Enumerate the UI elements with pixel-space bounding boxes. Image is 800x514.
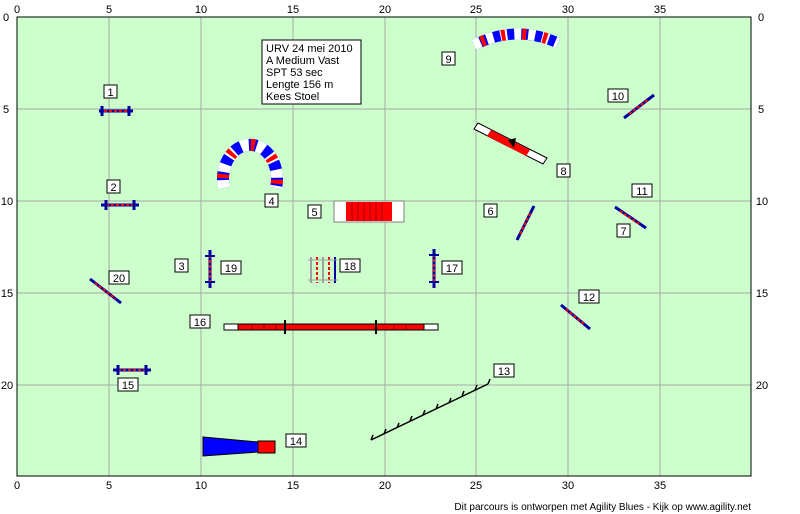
obstacle-12-jump [560,303,591,331]
obstacle-20-jump [89,277,122,305]
y-tick-label: 10 [756,196,768,208]
y-axis-right: 0 5 10 15 20 [756,12,768,392]
number-label-17: 17 [441,260,463,275]
obstacle-10-jump [623,93,655,120]
obstacle-6-jump [515,205,536,241]
x-tick-label: 15 [287,480,299,492]
svg-text:10: 10 [612,91,624,103]
svg-text:13: 13 [498,366,510,378]
number-label-3: 3 [174,258,189,273]
x-tick-label: 30 [562,4,574,16]
number-label-9: 9 [441,51,456,66]
svg-text:1: 1 [107,87,113,99]
x-tick-label: 5 [106,4,112,16]
info-line-judge: Kees Stoel [266,91,319,103]
svg-text:12: 12 [583,292,595,304]
svg-text:9: 9 [445,54,451,66]
number-label-4: 4 [264,193,279,208]
x-tick-label: 35 [654,480,666,492]
obstacle-number-labels: 1 2 3 4 5 6 7 8 9 10 11 12 13 14 15 16 1… [103,51,653,448]
svg-text:16: 16 [194,317,206,329]
svg-text:15: 15 [122,380,134,392]
number-label-2: 2 [106,179,121,194]
svg-text:3: 3 [178,261,184,273]
x-tick-label: 20 [379,480,391,492]
x-tick-label: 5 [106,480,112,492]
svg-text:5: 5 [311,207,317,219]
x-tick-label: 35 [654,4,666,16]
svg-text:19: 19 [225,263,237,275]
number-label-10: 10 [607,88,629,103]
x-tick-label: 10 [195,4,207,16]
y-tick-label: 5 [3,104,9,116]
svg-text:18: 18 [344,261,356,273]
obstacle-16-dogwalk [223,320,439,334]
course-info-box: URV 24 mei 2010 A Medium Vast SPT 53 sec… [261,39,362,105]
field-background [16,16,752,477]
y-tick-label: 20 [1,380,13,392]
obstacle-19-jump [205,250,215,288]
obstacle-17-jump [429,249,439,288]
obstacle-14-chute [202,436,276,457]
y-tick-label: 20 [756,380,768,392]
x-tick-label: 0 [14,480,20,492]
obstacle-9-curved-tunnel [471,28,561,50]
y-tick-label: 0 [758,12,764,24]
number-label-7: 7 [616,223,631,238]
y-tick-label: 15 [1,288,13,300]
y-tick-label: 0 [3,12,9,24]
y-tick-label: 5 [758,104,764,116]
obstacle-5-long-jump [333,200,405,223]
info-line-length: Lengte 156 m [266,79,333,91]
svg-text:11: 11 [636,186,647,198]
obstacle-18-spread-jump [308,257,338,283]
obstacle-8-seesaw [473,122,548,165]
number-label-12: 12 [578,289,600,304]
svg-text:14: 14 [290,436,302,448]
number-label-8: 8 [556,163,571,178]
x-tick-label: 0 [14,4,20,16]
x-tick-label: 25 [470,4,482,16]
number-label-13: 13 [493,363,515,378]
info-line-class: A Medium Vast [266,55,339,67]
info-line-event: URV 24 mei 2010 [266,43,353,55]
x-tick-label: 20 [379,4,391,16]
svg-text:8: 8 [560,166,566,178]
obstacle-1-jump [99,106,133,116]
number-label-11: 11 [631,183,653,198]
number-label-15: 15 [117,377,139,392]
y-tick-label: 15 [756,288,768,300]
number-label-20: 20 [108,270,130,285]
obstacle-4-curved-tunnel [217,138,283,190]
svg-text:2: 2 [110,182,116,194]
number-label-16: 16 [189,314,211,329]
x-tick-label: 25 [470,480,482,492]
svg-text:17: 17 [446,263,458,275]
number-label-14: 14 [285,433,307,448]
footer-credit: Dit parcours is ontworpen met Agility Bl… [454,502,751,513]
x-tick-label: 10 [195,480,207,492]
obstacle-15-jump [113,365,151,375]
number-label-1: 1 [103,84,118,99]
svg-text:20: 20 [113,273,125,285]
number-label-19: 19 [220,260,242,275]
obstacle-2-jump [101,200,139,210]
svg-text:4: 4 [268,196,274,208]
number-label-5: 5 [307,204,322,219]
x-axis-bottom: 0 5 10 15 20 25 30 35 [14,480,666,492]
number-label-18: 18 [339,258,361,273]
obstacle-13-weave-poles [370,378,491,441]
svg-text:6: 6 [487,206,493,218]
obstacle-11-jump [614,205,647,230]
y-axis-left: 0 5 10 15 20 [1,12,13,392]
y-tick-label: 10 [1,196,13,208]
x-tick-label: 15 [287,4,299,16]
x-axis-top: 0 5 10 15 20 25 30 35 [14,4,666,16]
svg-text:7: 7 [620,226,626,238]
x-tick-label: 30 [562,480,574,492]
info-line-spt: SPT 53 sec [266,67,323,79]
number-label-6: 6 [483,203,498,218]
